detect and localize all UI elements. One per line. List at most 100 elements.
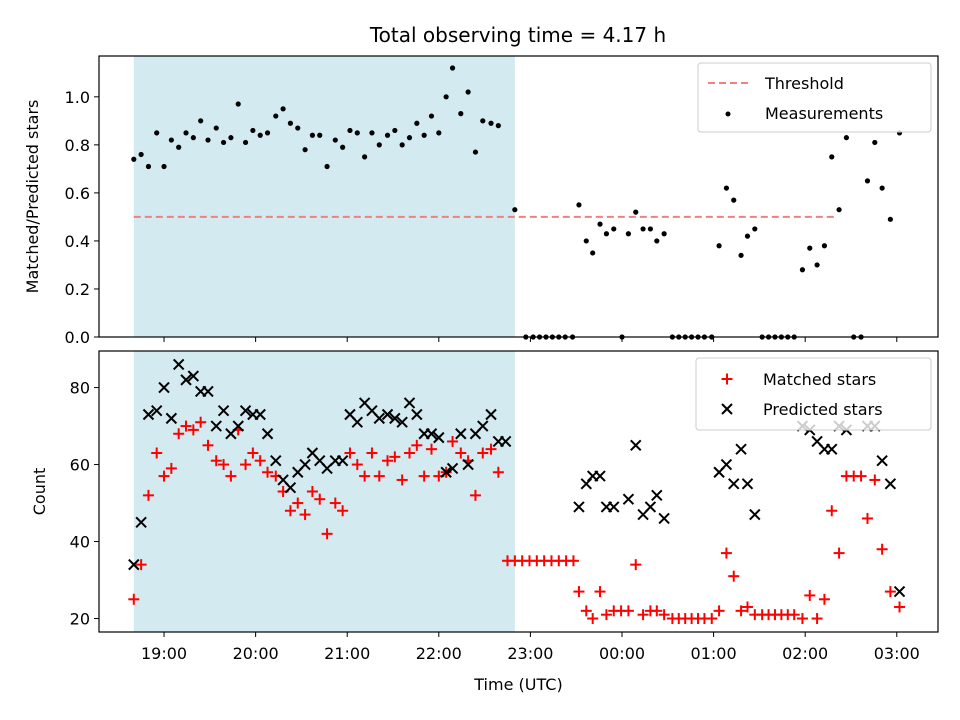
measurement-point	[362, 154, 368, 160]
legend-predicted-label: Predicted stars	[763, 400, 883, 419]
y-tick-label: 0.8	[65, 136, 90, 155]
predicted-star-point	[608, 501, 620, 513]
matched-star-point	[425, 443, 437, 455]
y-tick-label: 20	[70, 610, 90, 629]
matched-star-point	[741, 601, 753, 613]
top-panel-y-label: Matched/Predicted stars	[23, 100, 42, 294]
measurement-point	[183, 130, 189, 136]
predicted-star-point	[135, 516, 147, 529]
x-tick-label: 00:00	[599, 644, 645, 663]
predicted-star-point	[622, 493, 635, 505]
predicted-star-point	[336, 454, 349, 467]
measurement-point	[131, 156, 137, 162]
matched-star-point	[826, 505, 838, 517]
matched-star-point	[314, 493, 326, 505]
predicted-star-point	[381, 408, 394, 421]
matched-star-point	[321, 528, 333, 540]
matched-star-point	[218, 459, 230, 471]
matched-star-point	[306, 486, 318, 497]
x-tick-label: 02:00	[782, 644, 828, 663]
measurement-point	[436, 130, 442, 136]
predicted-star-point	[455, 428, 467, 440]
predicted-star-point	[884, 478, 897, 490]
legend-matched-marker	[721, 373, 733, 385]
measurement-point	[799, 267, 806, 273]
top-panel-frame	[98, 55, 939, 338]
predicted-star-point	[389, 412, 401, 425]
x-axis-label: Time (UTC)	[473, 675, 562, 694]
measurement-point	[603, 231, 610, 237]
measurement-point	[228, 135, 234, 141]
legend-matched-label: Matched stars	[763, 370, 876, 389]
measurement-point	[145, 163, 152, 170]
matched-star-point	[187, 424, 199, 436]
y-tick-label: 1.0	[65, 88, 90, 107]
measurement-point	[716, 243, 722, 249]
predicted-star-point	[749, 508, 761, 521]
predicted-star-point	[299, 458, 311, 471]
measurement-point	[317, 132, 323, 138]
measurement-point	[633, 209, 639, 215]
predicted-star-point	[735, 443, 747, 455]
measurement-point	[406, 135, 413, 141]
measurement-point	[332, 137, 338, 143]
matched-star-point	[580, 605, 592, 617]
matched-star-point	[366, 447, 378, 459]
matched-star-point	[359, 470, 371, 482]
measurement-point	[836, 207, 842, 213]
matched-star-point	[894, 601, 906, 613]
measurement-point	[168, 137, 174, 143]
predicted-star-point	[172, 358, 185, 371]
measurement-point	[654, 238, 660, 244]
measurement-point	[309, 132, 316, 138]
measurement-point	[821, 243, 828, 249]
measurement-point	[384, 132, 391, 138]
measurement-point	[611, 226, 617, 232]
measurement-point	[399, 142, 405, 148]
matched-star-point	[861, 512, 873, 524]
matched-star-point	[884, 586, 896, 598]
predicted-star-point	[351, 416, 364, 428]
matched-star-point	[573, 586, 585, 598]
matched-star-point	[469, 489, 481, 501]
predicted-star-point	[644, 501, 657, 513]
measurement-point	[480, 118, 486, 124]
matched-star-point	[492, 466, 504, 478]
matched-star-point	[337, 505, 349, 517]
measurement-point	[576, 202, 582, 208]
measurement-point	[190, 135, 196, 141]
matched-star-point	[811, 613, 823, 625]
measurement-point	[640, 226, 646, 232]
predicted-star-point	[876, 454, 888, 467]
matched-star-point	[240, 459, 252, 471]
matched-star-point	[173, 428, 185, 440]
x-tick-label: 22:00	[416, 644, 462, 663]
y-tick-label: 80	[70, 379, 90, 398]
legend-predicted-marker	[721, 403, 733, 415]
predicted-star-point	[232, 420, 244, 432]
matched-star-point	[389, 451, 401, 463]
measurement-point	[472, 149, 479, 155]
matched-star-point	[788, 609, 800, 621]
measurement-point	[744, 233, 751, 239]
measurement-point	[138, 151, 144, 158]
legend-box	[695, 357, 932, 431]
predicted-star-point	[826, 443, 838, 455]
predicted-star-point	[411, 408, 423, 421]
matched-star-point	[262, 466, 274, 478]
predicted-star-point	[239, 404, 252, 417]
matched-star-point	[180, 420, 192, 432]
measurement-point	[369, 130, 375, 136]
measurement-point	[392, 127, 398, 134]
bottom-panel-frame	[98, 350, 939, 633]
measurement-point	[287, 120, 294, 126]
matched-star-point	[567, 555, 579, 567]
observing-window-shade	[133, 56, 515, 337]
x-tick-label: 23:00	[507, 644, 553, 663]
predicted-star-point	[630, 439, 642, 452]
predicted-star-point	[142, 408, 155, 421]
matched-star-point	[447, 435, 459, 447]
matched-star-point	[477, 447, 489, 459]
y-tick-label: 60	[70, 456, 90, 475]
top-panel-y-ticks: 0.0 0.2 0.4 0.6 0.8 1.0	[65, 88, 99, 347]
